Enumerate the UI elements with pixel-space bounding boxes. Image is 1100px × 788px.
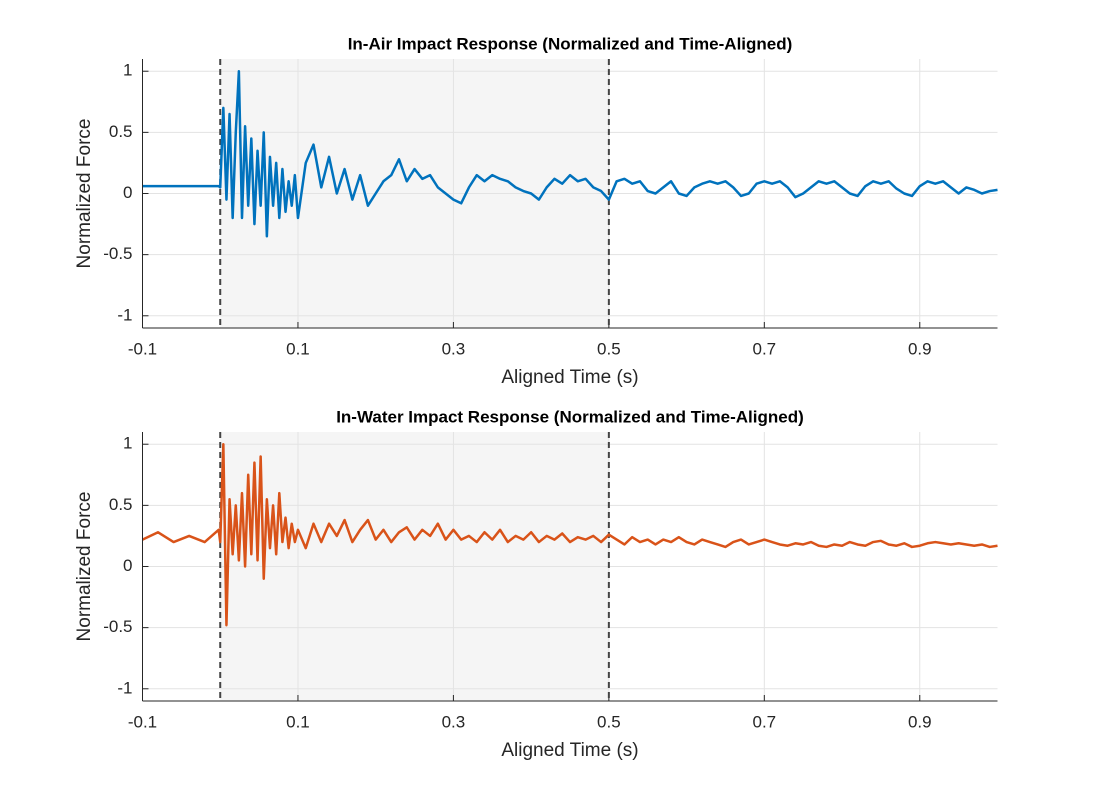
data-line: [141, 442, 998, 627]
x-tick-label: 0.7: [752, 712, 776, 731]
x-tick-label: -0.1: [128, 339, 157, 358]
chart-title: In-Air Impact Response (Normalized and T…: [348, 34, 793, 53]
x-tick-label: 0.5: [597, 339, 621, 358]
y-tick-label: -1: [117, 305, 132, 324]
axes: -0.1 0.1 0.3 0.5 0.7 0.9 -1 -0.5 0 0.5 1 In-Air Imp…: [74, 34, 998, 388]
x-tick-label: 0.9: [908, 339, 932, 358]
y-tick-label: -0.5: [103, 617, 132, 636]
y-tick-label: -1: [117, 678, 132, 697]
chart-title: In-Water Impact Response (Normalized and…: [336, 407, 804, 426]
y-tick-label: 0: [123, 556, 132, 575]
axes: -0.1 0.1 0.3 0.5 0.7 0.9 -1 -0.5 0 0.5 1 In-Water I…: [74, 407, 998, 761]
y-axis-label: Normalized Force: [74, 492, 95, 642]
data-line: [142, 69, 998, 238]
y-tick-label: 0.5: [109, 122, 133, 141]
y-axis-label: Normalized Force: [74, 119, 95, 269]
x-tick-label: 0.1: [286, 712, 310, 731]
y-tick-label: 0: [123, 183, 132, 202]
x-axis-label: Aligned Time (s): [501, 740, 638, 761]
x-tick-label: 0.3: [442, 339, 466, 358]
y-tick-label: -0.5: [103, 244, 132, 263]
x-tick-label: 0.9: [908, 712, 932, 731]
x-tick-label: 0.7: [752, 339, 776, 358]
x-axis-label: Aligned Time (s): [501, 367, 638, 388]
x-tick-label: 0.5: [597, 712, 621, 731]
x-tick-label: 0.3: [442, 712, 466, 731]
y-tick-label: 1: [123, 61, 132, 80]
y-tick-label: 0.5: [109, 495, 133, 514]
x-tick-label: -0.1: [128, 712, 157, 731]
x-tick-label: 0.1: [286, 339, 310, 358]
y-tick-label: 1: [123, 434, 132, 453]
